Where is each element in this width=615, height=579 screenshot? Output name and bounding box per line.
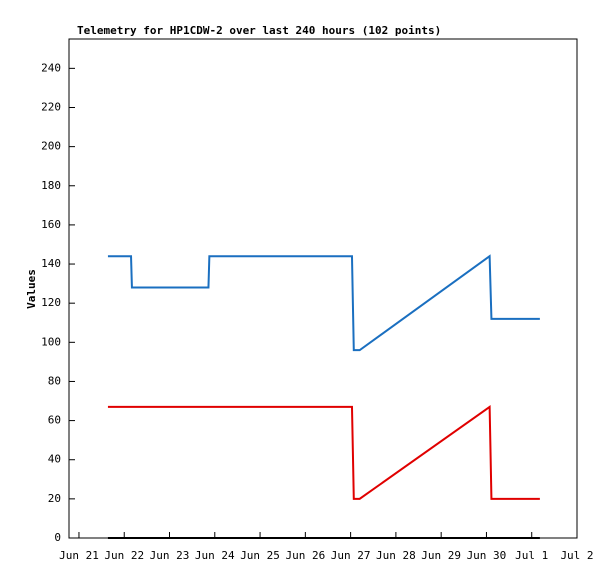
y-tick-label: 160 <box>41 218 61 231</box>
y-tick-label: 200 <box>41 140 61 153</box>
x-tick-label: Jun 22 <box>104 549 144 562</box>
series-line <box>107 254 540 352</box>
x-tick-label: Jun 23 <box>150 549 190 562</box>
y-tick-label: 40 <box>48 453 61 466</box>
x-tick-label: Jun 25 <box>240 549 280 562</box>
y-tick-label: 20 <box>48 492 61 505</box>
x-tick-label: Jun 21 <box>59 549 99 562</box>
x-tick-label: Jul 2 <box>560 549 593 562</box>
y-axis-label: Values <box>25 269 38 309</box>
y-tick-label: 100 <box>41 335 61 348</box>
y-tick-label: 60 <box>48 414 61 427</box>
chart-title: Telemetry for HP1CDW-2 over last 240 hou… <box>77 24 441 37</box>
series-line <box>107 404 540 500</box>
x-tick-label: Jun 28 <box>376 549 416 562</box>
y-tick-label: 240 <box>41 61 61 74</box>
x-tick-label: Jun 26 <box>285 549 325 562</box>
y-tick-label: 140 <box>41 257 61 270</box>
y-tick-label: 80 <box>48 374 61 387</box>
x-tick-label: Jun 29 <box>421 549 461 562</box>
y-tick-label: 220 <box>41 100 61 113</box>
x-tick-label: Jun 30 <box>467 549 507 562</box>
x-tick-label: Jun 24 <box>195 549 235 562</box>
y-tick-label: 120 <box>41 296 61 309</box>
y-tick-label: 0 <box>54 531 61 544</box>
y-tick-label: 180 <box>41 179 61 192</box>
x-tick-label: Jul 1 <box>515 549 548 562</box>
x-tick-label: Jun 27 <box>331 549 371 562</box>
